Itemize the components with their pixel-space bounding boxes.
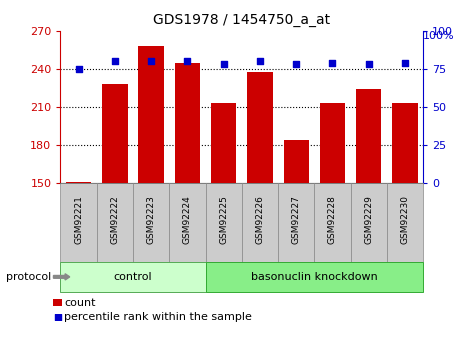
Point: [256, 59, 264, 64]
Text: 100%: 100%: [423, 31, 455, 41]
Point: [401, 60, 409, 66]
Text: protocol: protocol: [6, 272, 51, 282]
Point: [220, 62, 227, 67]
Bar: [175, 63, 200, 183]
Point: [54, 314, 61, 319]
Text: GSM92227: GSM92227: [292, 195, 301, 244]
Text: GSM92222: GSM92222: [110, 195, 120, 244]
Text: GSM92229: GSM92229: [364, 195, 373, 244]
Bar: [247, 71, 272, 183]
Point: [184, 59, 191, 64]
Text: percentile rank within the sample: percentile rank within the sample: [64, 312, 252, 322]
Text: basonuclin knockdown: basonuclin knockdown: [251, 272, 378, 282]
Title: GDS1978 / 1454750_a_at: GDS1978 / 1454750_a_at: [153, 13, 330, 27]
Text: count: count: [64, 298, 96, 307]
Text: GSM92230: GSM92230: [400, 195, 410, 244]
Bar: [211, 103, 236, 183]
Point: [111, 59, 119, 64]
Bar: [66, 181, 91, 183]
Bar: [392, 103, 418, 183]
Bar: [320, 103, 345, 183]
Text: GSM92221: GSM92221: [74, 195, 83, 244]
Bar: [139, 46, 164, 183]
Text: control: control: [113, 272, 153, 282]
Point: [147, 59, 155, 64]
Bar: [284, 140, 309, 183]
Point: [365, 62, 372, 67]
Text: GSM92226: GSM92226: [255, 195, 265, 244]
Point: [292, 62, 300, 67]
Text: GSM92225: GSM92225: [219, 195, 228, 244]
Point: [329, 60, 336, 66]
Point: [75, 66, 82, 72]
Text: GSM92224: GSM92224: [183, 195, 192, 244]
Text: GSM92223: GSM92223: [146, 195, 156, 244]
Bar: [102, 84, 127, 183]
Bar: [356, 89, 381, 183]
Text: GSM92228: GSM92228: [328, 195, 337, 244]
